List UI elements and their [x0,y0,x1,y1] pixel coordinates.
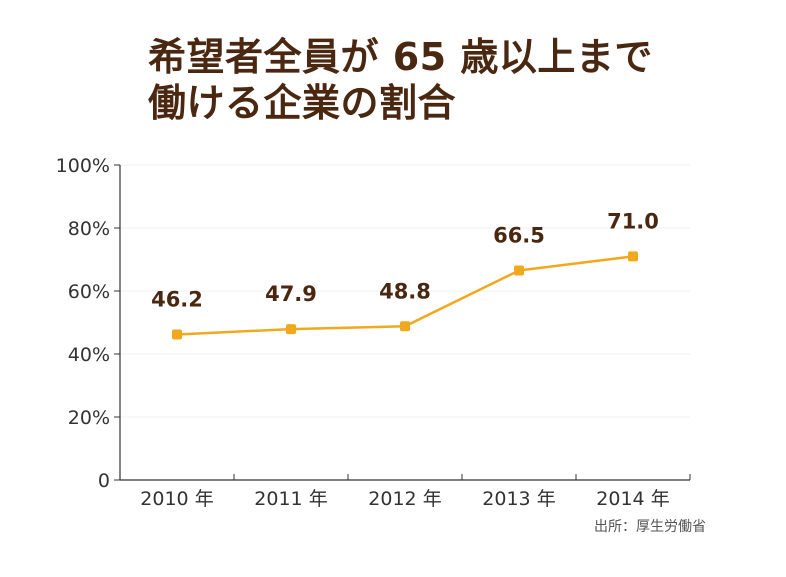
chart-title-line-2: 働ける企業の割合 [148,81,457,125]
y-tick-label: 40% [68,344,110,366]
data-label: 66.5 [493,224,545,248]
data-label: 46.2 [151,287,203,311]
source-note: 出所：厚生労働省 [594,519,706,535]
data-point [286,324,296,335]
chart-title: 希望者全員が 65 歳以上まで 働ける企業の割合 [148,34,768,126]
y-tick-label: 20% [68,407,110,429]
x-tick-label: 2014 年 [596,488,669,510]
x-tick-label: 2012 年 [368,488,441,510]
data-label: 48.8 [379,279,431,303]
y-tick-label: 0 [98,470,110,492]
y-tick-label: 80% [68,218,110,240]
data-point [628,251,638,262]
y-tick-label: 60% [68,281,110,303]
x-tick-label: 2013 年 [482,488,555,510]
data-label: 47.9 [265,282,317,306]
x-tick-label: 2011 年 [254,488,327,510]
data-point [514,265,524,276]
x-tick-label: 2010 年 [140,488,213,510]
y-tick-label: 100% [56,155,110,177]
data-point [400,321,410,332]
data-label: 71.0 [607,209,659,233]
chart-title-line-1: 希望者全員が 65 歳以上まで [148,35,653,79]
data-point [172,329,182,340]
